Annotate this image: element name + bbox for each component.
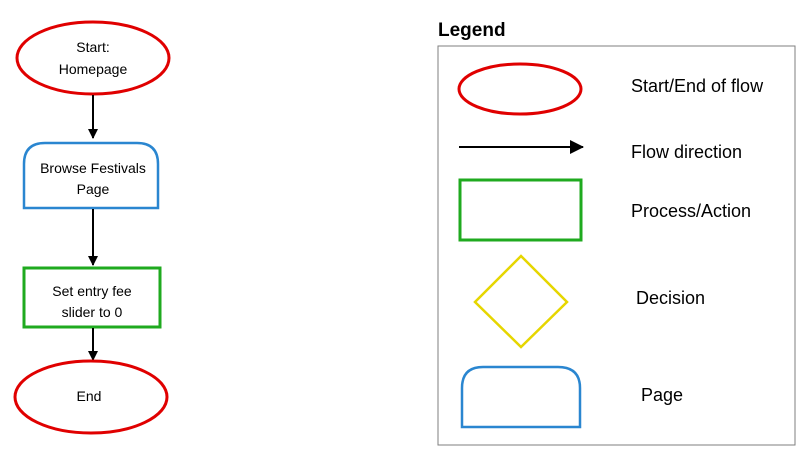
start-ellipse bbox=[15, 20, 171, 96]
browse-label-line1: Browse Festivals bbox=[40, 160, 146, 176]
browse-page-shape bbox=[22, 141, 160, 210]
legend-page-symbol bbox=[460, 365, 582, 429]
browse-label-line2: Page bbox=[77, 181, 110, 197]
legend: Legend Start/End of flow Flow direction … bbox=[437, 20, 796, 446]
process-label-line1: Set entry fee bbox=[52, 283, 132, 299]
legend-process-symbol bbox=[458, 178, 583, 242]
legend-flow-direction-label: Flow direction bbox=[631, 142, 742, 162]
legend-process-label: Process/Action bbox=[631, 201, 751, 221]
start-label-line2: Homepage bbox=[59, 61, 128, 77]
legend-decision-symbol bbox=[473, 254, 569, 349]
set-entry-fee-process-node: Set entry fee slider to 0 bbox=[22, 266, 162, 329]
end-node: End bbox=[13, 359, 169, 435]
end-label: End bbox=[77, 388, 102, 404]
legend-page-label: Page bbox=[641, 385, 683, 405]
start-node: Start: Homepage bbox=[15, 20, 171, 96]
legend-title: Legend bbox=[438, 20, 506, 41]
browse-festivals-page-node: Browse Festivals Page bbox=[22, 141, 160, 210]
flow: Start: Homepage Browse Festivals Page Se… bbox=[13, 20, 171, 435]
legend-start-end-symbol bbox=[457, 62, 583, 116]
process-label-line2: slider to 0 bbox=[62, 304, 123, 320]
legend-decision-label: Decision bbox=[636, 288, 705, 308]
process-rect bbox=[22, 266, 162, 329]
legend-start-end-label: Start/End of flow bbox=[631, 76, 764, 96]
start-label-line1: Start: bbox=[76, 39, 109, 55]
end-ellipse bbox=[13, 359, 169, 435]
